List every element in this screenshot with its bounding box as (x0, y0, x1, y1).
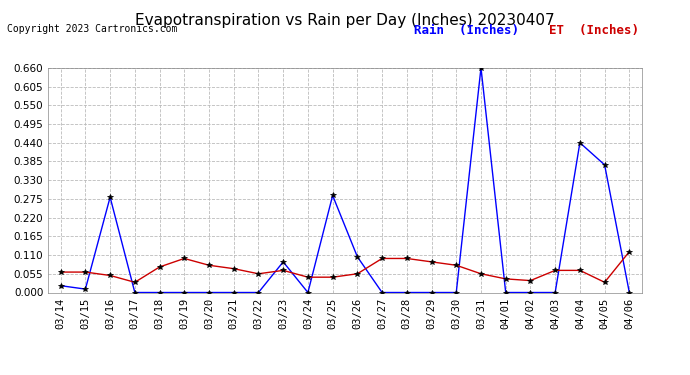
Text: Copyright 2023 Cartronics.com: Copyright 2023 Cartronics.com (7, 24, 177, 34)
Text: Evapotranspiration vs Rain per Day (Inches) 20230407: Evapotranspiration vs Rain per Day (Inch… (135, 13, 555, 28)
Text: Rain  (Inches): Rain (Inches) (414, 24, 519, 38)
Text: ET  (Inches): ET (Inches) (549, 24, 638, 38)
